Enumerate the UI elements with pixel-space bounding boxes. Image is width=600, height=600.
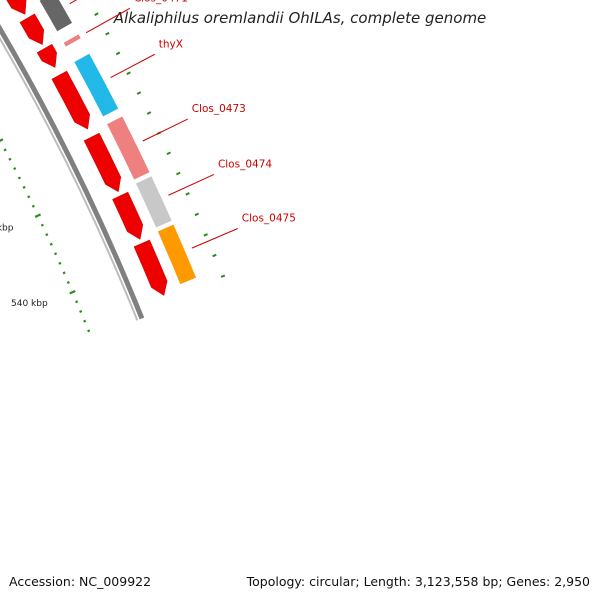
minor-tick xyxy=(27,195,31,199)
minor-tick xyxy=(79,309,83,313)
gene-block xyxy=(157,224,197,285)
gene-label: Clos_0473 xyxy=(192,103,246,115)
kbp-tick-label: 540 kbp xyxy=(11,299,48,309)
cds-track xyxy=(6,0,168,296)
minor-tick xyxy=(45,233,49,237)
gene-label: Clos_0471 xyxy=(134,0,188,4)
gene-track xyxy=(39,0,197,285)
outer-tick xyxy=(94,12,99,17)
outer-tick xyxy=(220,274,226,278)
minor-tick xyxy=(8,157,12,161)
gene-label: Clos_0475 xyxy=(242,213,296,225)
minor-tick xyxy=(22,185,26,189)
gene-block xyxy=(74,53,119,117)
gene-leader-line xyxy=(110,53,156,79)
accession-text: Accession: NC_009922 xyxy=(9,574,152,589)
gene-leader-line xyxy=(142,118,188,142)
kbp-ticks: 533 kbp534 kbp535 kbp536 kbp537 kbp538 k… xyxy=(0,12,226,333)
outer-tick xyxy=(146,111,152,115)
cds-arrow xyxy=(133,239,168,296)
major-tick xyxy=(34,213,42,218)
outer-tick xyxy=(185,192,190,196)
cds-arrow xyxy=(112,191,144,240)
cds-arrow xyxy=(19,13,45,45)
gene-leader-line xyxy=(168,174,215,196)
backbone-inner-line xyxy=(0,37,139,321)
gene-label: thyX xyxy=(159,38,183,50)
minor-tick xyxy=(75,300,79,304)
outer-tick xyxy=(126,71,131,75)
minor-tick xyxy=(40,223,44,227)
minor-tick xyxy=(62,271,66,275)
minor-tick xyxy=(17,176,21,180)
gene-leader-line xyxy=(69,0,78,5)
cds-arrow xyxy=(36,43,57,68)
cds-arrow xyxy=(6,0,27,15)
minor-tick xyxy=(54,252,58,256)
minor-tick xyxy=(49,242,53,246)
gene-label: Clos_0474 xyxy=(218,158,272,170)
cds-arrow xyxy=(83,132,122,193)
genome-summary-text: Topology: circular; Length: 3,123,558 bp… xyxy=(246,574,590,589)
major-tick xyxy=(0,138,4,143)
outer-tick xyxy=(212,253,217,258)
major-tick xyxy=(69,289,76,295)
minor-tick xyxy=(66,281,70,284)
backbone-outer-line xyxy=(0,24,145,320)
gene-leader-line xyxy=(85,7,131,34)
outer-tick xyxy=(105,31,110,36)
minor-tick xyxy=(13,167,17,171)
genome-backbone xyxy=(0,24,145,321)
outer-tick xyxy=(203,233,208,237)
gene-leader-line xyxy=(191,228,238,249)
cds-arrow xyxy=(51,70,90,130)
minor-tick xyxy=(3,148,7,152)
outer-tick xyxy=(194,212,199,217)
minor-tick xyxy=(58,261,62,265)
outer-tick xyxy=(136,91,142,95)
gene-labels: Clos_0468cysSClos_0470Clos_0471thyXClos_… xyxy=(69,0,296,249)
gene-block xyxy=(136,176,172,228)
map-title: Alkaliphilus oremlandii OhILAs, complete… xyxy=(113,9,487,27)
outer-tick xyxy=(166,151,171,156)
gene-block xyxy=(107,116,150,180)
minor-tick xyxy=(83,319,87,323)
minor-tick xyxy=(31,204,35,208)
gene-block xyxy=(39,0,73,32)
minor-tick xyxy=(87,329,91,333)
outer-tick xyxy=(176,171,181,176)
outer-tick xyxy=(115,51,121,56)
kbp-tick-label: 539 kbp xyxy=(0,223,14,233)
gene-block xyxy=(63,34,81,47)
